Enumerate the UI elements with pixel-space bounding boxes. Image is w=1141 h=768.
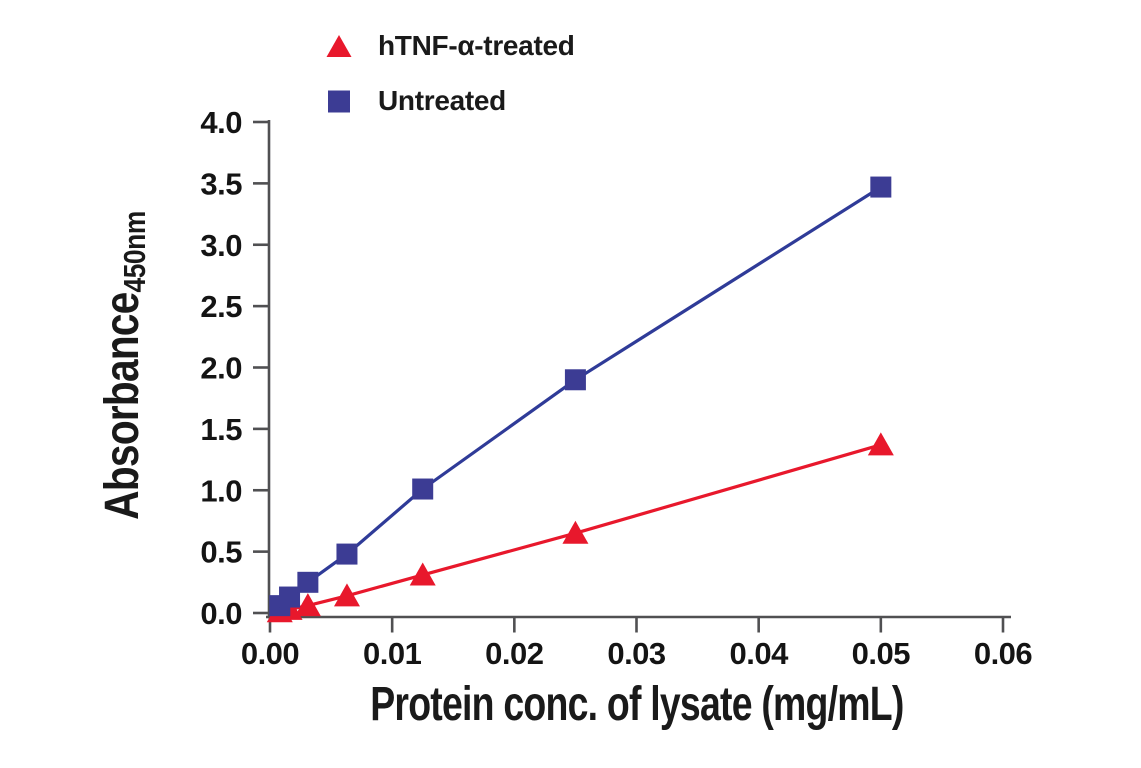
legend-square-icon <box>328 90 350 113</box>
y-tick-label: 2.5 <box>200 289 242 324</box>
legend-item: hTNF-α-treated <box>326 26 575 66</box>
x-tick-label: 0.06 <box>974 636 1033 671</box>
x-tick-label: 0.02 <box>485 636 543 671</box>
data-point-marker <box>564 369 586 391</box>
data-point-marker <box>294 593 321 617</box>
x-tick-label: 0.05 <box>852 636 911 671</box>
series-line <box>279 443 882 614</box>
y-tick-label: 1.5 <box>200 412 242 447</box>
y-tick-label: 3.5 <box>200 166 242 201</box>
x-tick-label: 0.04 <box>729 636 789 671</box>
x-tick-label: 0.00 <box>241 636 299 671</box>
y-tick-label: 4.0 <box>200 105 242 140</box>
data-point-marker <box>336 543 358 565</box>
y-tick-label: 0.5 <box>200 535 242 570</box>
legend-label: Untreated <box>378 85 506 116</box>
data-point-marker <box>279 586 301 608</box>
data-point-marker <box>562 520 589 544</box>
x-tick-label: 0.03 <box>607 636 666 671</box>
x-tick-label: 0.01 <box>363 636 422 671</box>
legend-label: hTNF-α-treated <box>378 30 575 61</box>
data-point-marker <box>409 562 436 586</box>
data-point-marker <box>412 478 434 500</box>
x-axis-title: Protein conc. of lysate (mg/mL) <box>270 681 1003 729</box>
data-point-marker <box>297 571 319 593</box>
legend-item: Untreated <box>326 81 575 121</box>
data-point-marker <box>870 176 892 198</box>
legend-triangle-icon <box>326 35 352 57</box>
x-axis-title-text: Protein conc. of lysate (mg/mL) <box>369 678 904 731</box>
chart-legend: hTNF-α-treated Untreated <box>326 26 575 121</box>
data-point-marker <box>333 583 360 607</box>
y-tick-label: 2.0 <box>200 351 242 386</box>
y-tick-label: 3.0 <box>200 228 242 263</box>
y-tick-label: 1.0 <box>200 473 242 508</box>
data-point-marker <box>867 432 894 456</box>
y-tick-label: 0.0 <box>200 596 242 631</box>
